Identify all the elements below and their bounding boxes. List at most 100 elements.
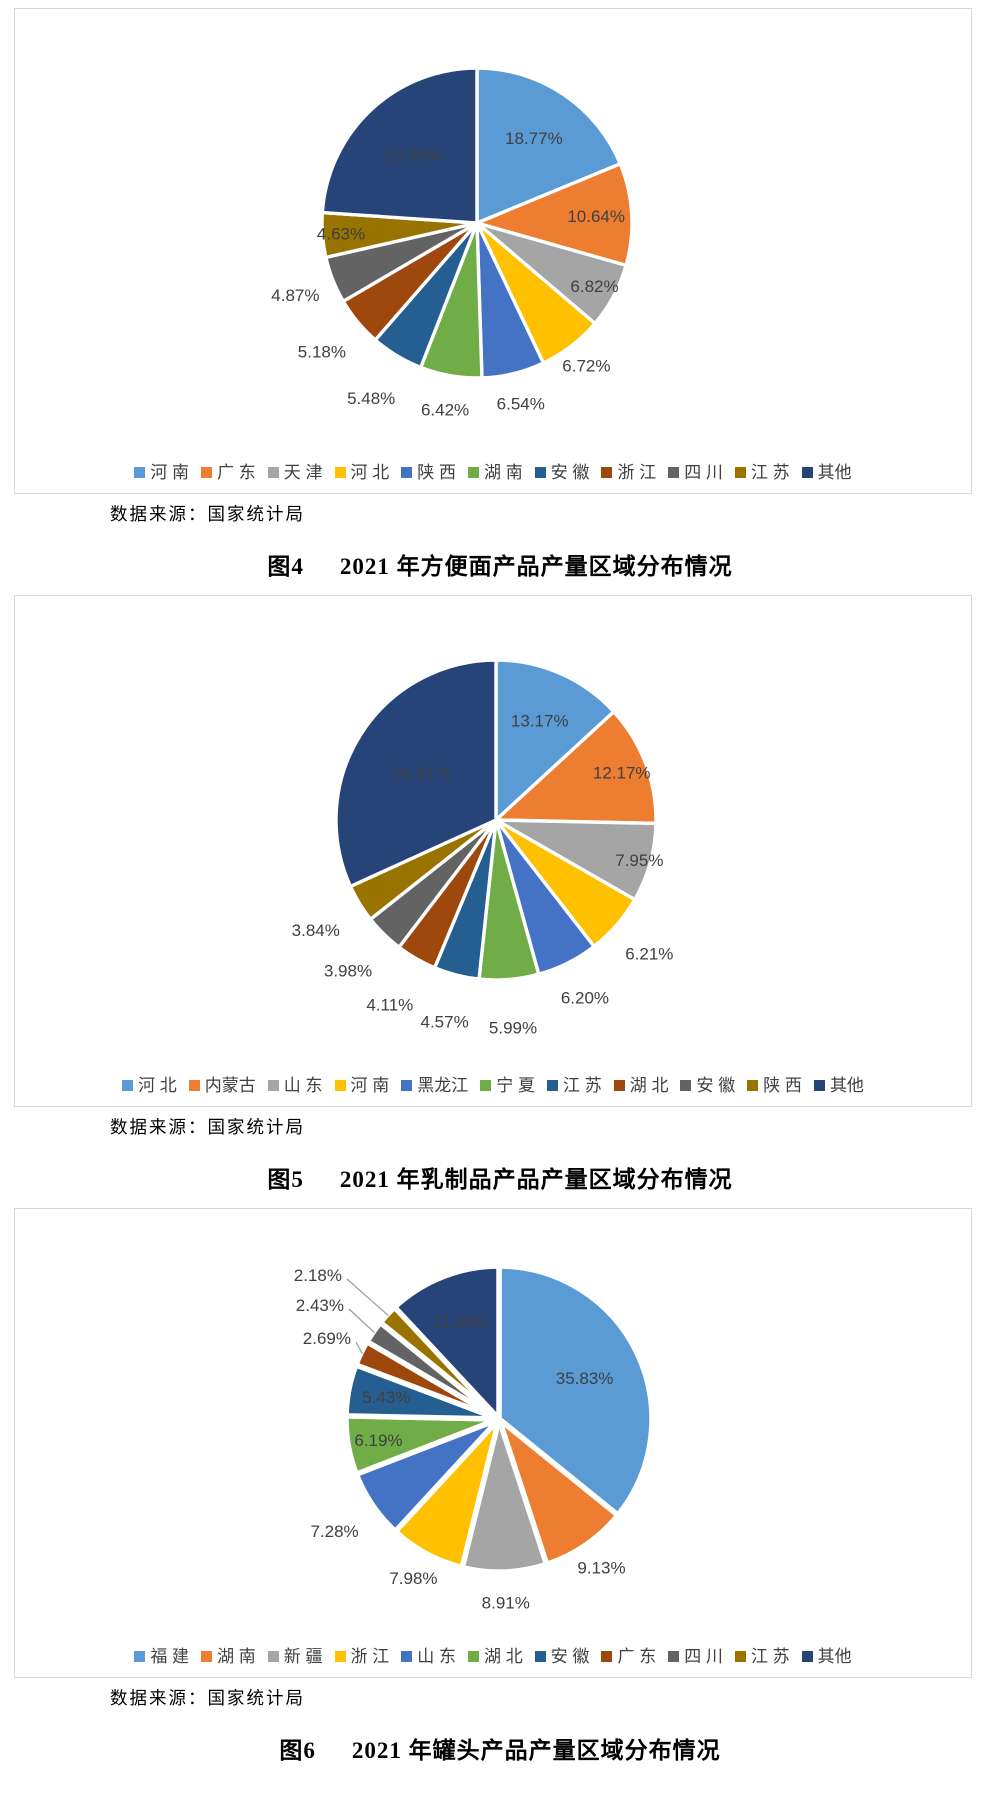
pie-slice-河北 <box>494 658 616 822</box>
data-source-note: 数据来源：国家统计局 <box>110 504 305 524</box>
legend-label: 新 疆 <box>283 1647 323 1666</box>
label-leader-line <box>346 1278 389 1317</box>
legend-swatch-icon <box>668 1651 680 1662</box>
legend-swatch-icon <box>334 1080 346 1091</box>
chart-panel-instant-noodles: 18.77% 10.64% 6.82% 6.72% 6.54% 6.42% 5.48% 5.1… <box>14 8 972 494</box>
pie-slice-福建 <box>496 1263 655 1519</box>
figure-number: 图4 <box>267 554 304 579</box>
legend-label: 广 东 <box>217 463 256 482</box>
legend-item-河南: 河 南 <box>134 464 189 481</box>
legend-item-其他: 其他 <box>813 1076 864 1095</box>
figure-title: 2021 年方便面产品产量区域分布情况 <box>339 554 733 579</box>
legend-swatch-icon <box>334 467 346 478</box>
legend-label: 四 川 <box>684 463 723 482</box>
legend-label: 湖 北 <box>484 1647 523 1666</box>
legend-item-湖北: 湖 北 <box>468 1648 523 1665</box>
figure-caption: 图5 2021 年乳制品产品产量区域分布情况 <box>0 1160 1000 1194</box>
pie-label: 5.43% <box>362 1388 410 1407</box>
pie-label: 4.87% <box>271 286 319 305</box>
legend-label: 江 苏 <box>750 463 790 482</box>
pie-slice-河南 <box>475 66 622 225</box>
legend-label: 河 南 <box>350 1076 390 1095</box>
legend-label: 浙 江 <box>350 1647 390 1666</box>
legend-swatch-icon <box>188 1080 200 1091</box>
legend-label: 黑龙江 <box>417 1076 469 1095</box>
legend-swatch-icon <box>201 1651 213 1662</box>
legend-swatch-icon <box>668 467 680 478</box>
pie-label: 4.11% <box>366 995 413 1014</box>
legend-item-四川: 四 川 <box>668 1648 723 1665</box>
legend-item-内蒙古: 内蒙古 <box>188 1076 256 1095</box>
figure-title: 2021 年乳制品产品产量区域分布情况 <box>339 1167 733 1192</box>
legend-item-河北: 河 北 <box>334 463 390 482</box>
pie-chart-canned: 35.83% 9.13% 8.91% 7.98% 7.28% 6.19% 5.43% 2.69… <box>294 1263 655 1612</box>
legend-item-山东: 山 东 <box>267 1076 323 1095</box>
legend-swatch-icon <box>734 467 746 478</box>
pie-label: 35.83% <box>556 1369 614 1388</box>
legend-swatch-icon <box>267 467 279 478</box>
pie-label: 7.28% <box>310 1522 358 1541</box>
legend-item-宁夏: 宁 夏 <box>480 1077 535 1094</box>
pie-label: 4.57% <box>420 1012 468 1031</box>
legend-swatch-icon <box>468 1651 479 1662</box>
pie-slice-广东 <box>475 162 634 268</box>
data-source-note: 数据来源：国家统计局 <box>110 1117 305 1137</box>
legend-item-浙江: 浙 江 <box>601 464 656 481</box>
chart-legend: 河 北 内蒙古 山 东 河 南 黑龙江 宁 夏 江 苏 湖 北 安 徽 陕 西 其他 <box>15 1077 971 1094</box>
pie-slice-其他 <box>391 1263 502 1422</box>
legend-swatch-icon <box>267 1651 279 1662</box>
legend-label: 其他 <box>817 463 852 482</box>
pie-label: 10.64% <box>567 207 625 226</box>
legend-item-河北: 河 北 <box>122 1077 177 1094</box>
legend-item-安徽: 安 徽 <box>534 1648 589 1665</box>
legend-label: 福 建 <box>150 1647 190 1666</box>
legend-swatch-icon <box>401 1651 413 1662</box>
pie-label: 5.99% <box>489 1018 537 1037</box>
legend-label: 山 东 <box>417 1647 456 1666</box>
pie-label: 5.48% <box>347 389 395 408</box>
legend-label: 浙 江 <box>617 463 657 482</box>
pie-label: 7.98% <box>389 1569 437 1588</box>
chart-panel-canned: 35.83% 9.13% 8.91% 7.98% 7.28% 6.19% 5.43% 2.69… <box>14 1208 972 1678</box>
pie-label: 2.69% <box>303 1329 351 1348</box>
legend-swatch-icon <box>480 1080 492 1091</box>
legend-swatch-icon <box>401 1080 413 1091</box>
legend-swatch-icon <box>134 1651 146 1662</box>
legend-swatch-icon <box>267 1080 279 1091</box>
data-source-note: 数据来源：国家统计局 <box>110 1688 305 1708</box>
legend-item-湖南: 湖 南 <box>468 464 523 481</box>
legend-label: 河 北 <box>350 463 390 482</box>
pie-label: 6.82% <box>570 277 618 296</box>
legend-label: 湖 南 <box>484 463 523 482</box>
legend-label: 广 东 <box>617 1647 657 1666</box>
label-leader-line <box>348 1308 375 1334</box>
pie-label: 6.19% <box>354 1431 402 1450</box>
legend-label: 安 徽 <box>550 463 590 482</box>
legend-label: 山 东 <box>283 1076 323 1095</box>
legend-label: 天 津 <box>283 463 323 482</box>
legend-item-安徽: 安 徽 <box>534 463 590 482</box>
pie-label: 4.63% <box>317 225 365 244</box>
chart-panel-dairy: 13.17% 12.17% 7.95% 6.21% 6.20% 5.99% 4.57% 4.1… <box>14 595 972 1107</box>
legend-item-江苏: 江 苏 <box>547 1077 602 1094</box>
pie-slice-内蒙古 <box>494 710 658 826</box>
pie-label: 3.84% <box>292 921 340 940</box>
pie-label: 5.18% <box>298 343 346 362</box>
legend-item-安徽: 安 徽 <box>680 1077 735 1094</box>
pie-label: 6.21% <box>625 944 673 963</box>
legend-label: 其他 <box>829 1076 864 1095</box>
legend-swatch-icon <box>801 467 813 478</box>
legend-label: 内蒙古 <box>204 1076 256 1095</box>
figure-5-section: 13.17% 12.17% 7.95% 6.21% 6.20% 5.99% 4.57% 4.1… <box>0 595 1000 1194</box>
legend-item-福建: 福 建 <box>134 1648 189 1665</box>
pie-chart-dairy: 13.17% 12.17% 7.95% 6.21% 6.20% 5.99% 4.57% 4.1… <box>292 658 673 1037</box>
pie-label: 6.42% <box>421 400 469 419</box>
legend-label: 陕 西 <box>763 1076 802 1095</box>
pie-label: 18.77% <box>505 129 563 148</box>
figure-caption: 图6 2021 年罐头产品产量区域分布情况 <box>0 1731 1000 1765</box>
legend-label: 陕 西 <box>417 463 456 482</box>
pie-label: 7.95% <box>615 851 663 870</box>
legend-swatch-icon <box>334 1651 346 1662</box>
legend-item-湖南: 湖 南 <box>201 1648 256 1665</box>
legend-label: 河 北 <box>138 1076 177 1095</box>
